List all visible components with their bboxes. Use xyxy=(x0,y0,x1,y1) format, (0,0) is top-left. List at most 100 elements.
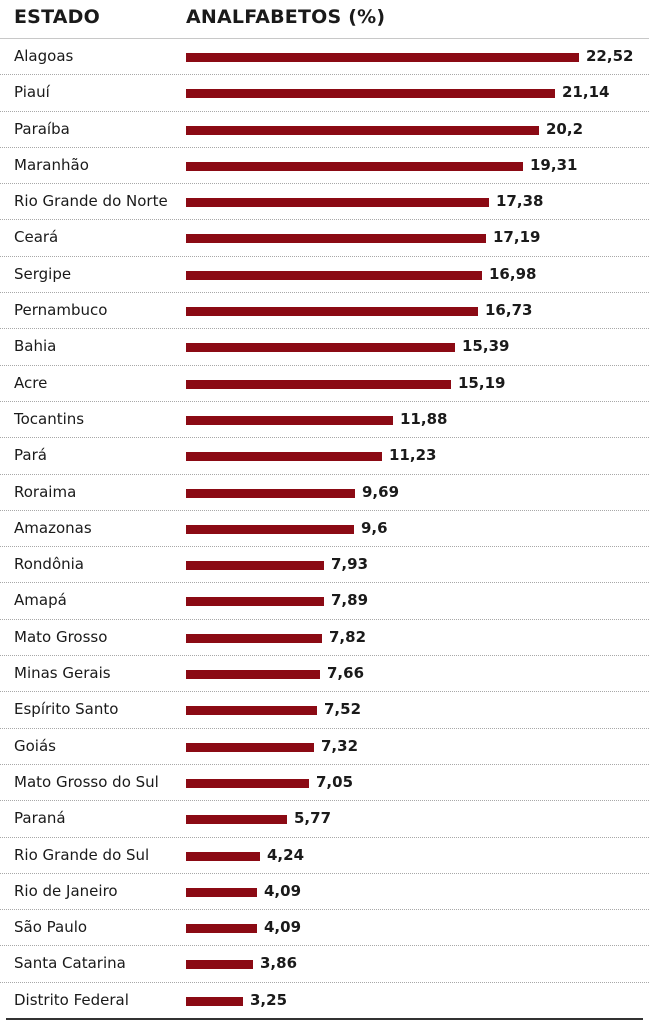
bar xyxy=(186,161,523,171)
column-header-illiterate-pct: ANALFABETOS (%) xyxy=(186,6,386,28)
bar xyxy=(186,561,324,571)
value-label: 4,09 xyxy=(264,918,302,937)
bar xyxy=(186,234,486,244)
bar xyxy=(186,815,287,825)
value-label: 16,73 xyxy=(485,301,533,320)
chart-row: Pernambuco 16,73 xyxy=(0,292,649,328)
value-label: 7,93 xyxy=(331,555,369,574)
chart-row: Santa Catarina 3,86 xyxy=(0,945,649,981)
value-label: 9,69 xyxy=(362,482,400,501)
chart-row: Mato Grosso do Sul 7,05 xyxy=(0,763,649,800)
value-label: 4,24 xyxy=(267,845,305,864)
chart-row: Mato Grosso 7,82 xyxy=(0,618,649,655)
bar xyxy=(186,778,309,788)
value-label: 17,38 xyxy=(496,192,544,211)
chart-row: Goiás 7,32 xyxy=(0,727,649,764)
chart-row: Ceará 17,19 xyxy=(0,219,649,255)
state-label: Rio Grande do Norte xyxy=(14,192,168,211)
bar xyxy=(186,89,555,99)
state-label: Amazonas xyxy=(14,518,92,537)
state-label: Espírito Santo xyxy=(14,700,119,719)
chart-row: Distrito Federal 3,25 xyxy=(0,981,649,1018)
chart-row: Pará 11,23 xyxy=(0,437,649,473)
bar xyxy=(186,307,478,317)
bar xyxy=(186,851,260,861)
state-label: Distrito Federal xyxy=(14,990,129,1009)
bar xyxy=(186,524,354,534)
state-label: Minas Gerais xyxy=(14,664,111,683)
bar xyxy=(186,379,451,389)
value-label: 21,14 xyxy=(562,83,610,102)
bar xyxy=(186,343,455,353)
bar xyxy=(186,488,355,498)
bar xyxy=(186,706,317,716)
bar xyxy=(186,198,489,208)
bar-chart-rows: Alagoas 22,52 Piauí 21,14 Paraíba 20,2 Maranhã… xyxy=(0,38,649,1018)
chart-row: Alagoas 22,52 xyxy=(0,38,649,74)
bottom-rule xyxy=(6,1018,643,1020)
state-label: Paraíba xyxy=(14,119,70,138)
column-header-state: ESTADO xyxy=(14,6,100,28)
value-label: 7,52 xyxy=(324,700,362,719)
chart-row: Amazonas 9,6 xyxy=(0,509,649,546)
chart-row: Roraima 9,69 xyxy=(0,473,649,510)
bar xyxy=(186,742,314,752)
state-label: Rio de Janeiro xyxy=(14,881,118,900)
value-label: 4,09 xyxy=(264,881,302,900)
chart-row: Rio Grande do Norte 17,38 xyxy=(0,183,649,219)
value-label: 7,82 xyxy=(329,627,367,646)
state-label: Paraná xyxy=(14,809,66,828)
chart-row: Rondônia 7,93 xyxy=(0,546,649,582)
bar xyxy=(186,270,482,280)
state-label: Bahia xyxy=(14,337,57,356)
bar xyxy=(186,53,579,62)
chart-row: São Paulo 4,09 xyxy=(0,909,649,945)
bar xyxy=(186,125,539,135)
chart-row: Maranhão 19,31 xyxy=(0,146,649,183)
value-label: 3,25 xyxy=(250,990,288,1009)
state-label: São Paulo xyxy=(14,918,88,937)
state-label: Goiás xyxy=(14,736,56,755)
state-label: Pernambuco xyxy=(14,301,108,320)
state-label: Rio Grande do Sul xyxy=(14,845,150,864)
value-label: 22,52 xyxy=(586,47,634,65)
value-label: 7,32 xyxy=(321,736,359,755)
chart-row: Tocantins 11,88 xyxy=(0,400,649,437)
value-label: 5,77 xyxy=(294,809,332,828)
chart-row: Sergipe 16,98 xyxy=(0,255,649,292)
bar xyxy=(186,960,253,970)
state-label: Ceará xyxy=(14,228,59,247)
state-label: Maranhão xyxy=(14,155,89,174)
bar xyxy=(186,415,393,425)
state-label: Piauí xyxy=(14,83,50,102)
chart-row: Rio de Janeiro 4,09 xyxy=(0,872,649,909)
bar xyxy=(186,924,257,934)
state-label: Pará xyxy=(14,446,47,465)
bar xyxy=(186,887,257,897)
bar xyxy=(186,597,324,607)
value-label: 9,6 xyxy=(361,518,388,537)
state-label: Alagoas xyxy=(14,47,74,65)
chart-row: Espírito Santo 7,52 xyxy=(0,691,649,727)
value-label: 3,86 xyxy=(260,954,298,973)
value-label: 11,23 xyxy=(389,446,437,465)
chart-row: Piauí 21,14 xyxy=(0,74,649,110)
bar xyxy=(186,670,320,680)
state-label: Acre xyxy=(14,373,48,392)
state-label: Tocantins xyxy=(14,409,85,428)
chart-header: ESTADO ANALFABETOS (%) xyxy=(0,0,649,36)
value-label: 11,88 xyxy=(400,409,448,428)
state-label: Mato Grosso xyxy=(14,627,108,646)
value-label: 16,98 xyxy=(489,264,537,283)
bar xyxy=(186,633,322,643)
state-label: Amapá xyxy=(14,591,67,610)
bar xyxy=(186,452,382,462)
chart-row: Rio Grande do Sul 4,24 xyxy=(0,836,649,873)
value-label: 19,31 xyxy=(530,155,578,174)
bar xyxy=(186,996,243,1006)
chart-row: Paraná 5,77 xyxy=(0,800,649,836)
value-label: 7,05 xyxy=(316,772,354,791)
chart-row: Paraíba 20,2 xyxy=(0,110,649,147)
state-label: Rondônia xyxy=(14,555,84,574)
value-label: 15,39 xyxy=(462,337,510,356)
